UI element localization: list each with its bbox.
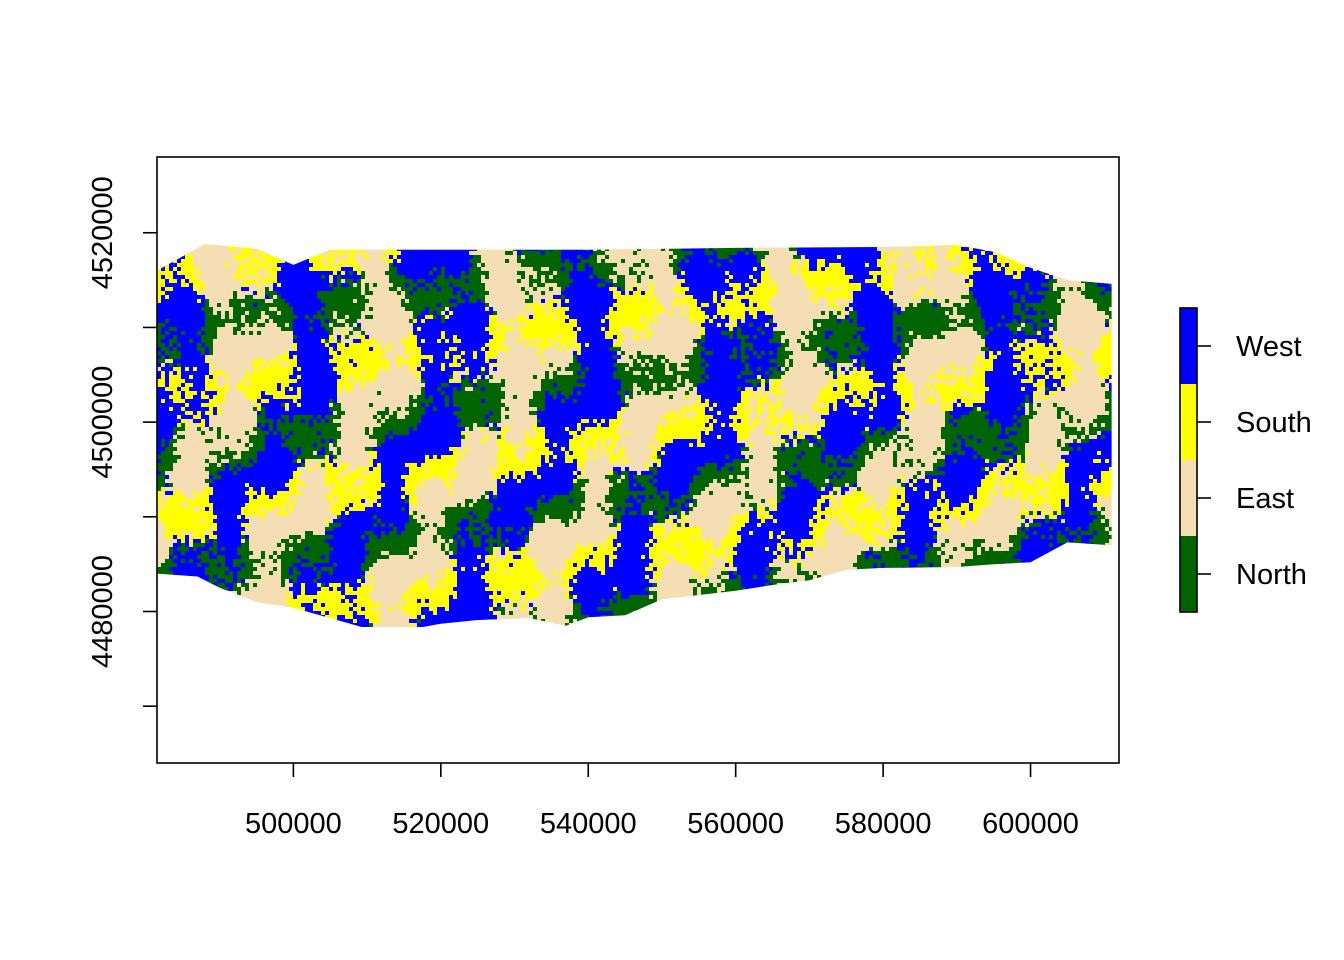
y-tick-label: 4500000 (87, 366, 119, 479)
plot-frame (156, 156, 1120, 764)
y-tick-label: 4480000 (87, 555, 119, 668)
y-axis: 4480000 4500000 4520000 (87, 176, 157, 707)
legend-label-south: South (1236, 407, 1312, 439)
raster-cells-south (157, 244, 1112, 627)
legend-label-east: East (1236, 483, 1294, 515)
x-tick-label: 600000 (982, 808, 1079, 840)
y-tick-label: 4520000 (87, 176, 119, 289)
raster-cells-east (157, 244, 1112, 627)
x-tick-label: 540000 (540, 808, 637, 840)
legend-frame (1179, 307, 1198, 613)
x-tick-label: 520000 (392, 808, 489, 840)
legend-label-west: West (1236, 331, 1302, 363)
raster-cells-west (157, 244, 1112, 627)
raster-cells-north (157, 244, 1112, 627)
legend-swatch-west (1180, 308, 1197, 384)
x-tick-label: 560000 (687, 808, 784, 840)
x-axis: 500000 520000 540000 560000 580000 600000 (245, 763, 1079, 840)
x-tick-label: 580000 (835, 808, 932, 840)
legend-label-north: North (1236, 559, 1307, 591)
legend-swatch-east (1180, 460, 1197, 536)
aspect-raster (157, 244, 1112, 627)
legend-swatch-south (1180, 384, 1197, 460)
x-tick-label: 500000 (245, 808, 342, 840)
legend: North East South West (1179, 307, 1312, 613)
legend-swatch-north (1180, 536, 1197, 612)
